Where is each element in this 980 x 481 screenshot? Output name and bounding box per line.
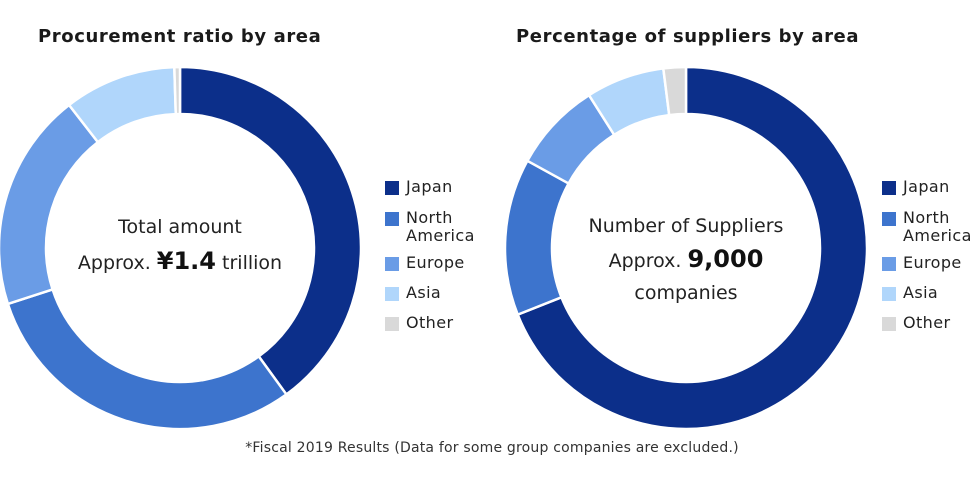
procurement-center-label: Total amount Approx. ¥1.4 trillion	[40, 212, 320, 281]
suppliers-donut-chart	[503, 65, 869, 431]
total-amount-value: ¥1.4	[156, 247, 216, 276]
legend-label-other: Other	[406, 313, 454, 332]
total-amount-unit: trillion	[222, 252, 283, 275]
legend-swatch-north-america	[385, 212, 399, 226]
approx-prefix: Approx.	[608, 250, 682, 273]
legend-label-other: Other	[903, 313, 951, 332]
supplier-count-label: Number of Suppliers	[588, 215, 784, 237]
footnote: *Fiscal 2019 Results (Data for some grou…	[245, 440, 739, 456]
slice-other	[173, 65, 182, 116]
slice-north-america	[6, 287, 289, 431]
legend-swatch-asia	[882, 287, 896, 301]
legend-label-japan: Japan	[406, 177, 453, 196]
legend-label-north-america: North America	[903, 208, 972, 245]
legend-label-europe: Europe	[406, 253, 465, 272]
legend-label-north-america: North America	[406, 208, 475, 245]
supplier-count-value-line: Approx. 9,000	[546, 241, 826, 278]
slice-japan	[178, 65, 363, 397]
legend-swatch-japan	[385, 181, 399, 195]
supplier-count-unit: companies	[634, 281, 738, 304]
legend-swatch-other	[385, 317, 399, 331]
supplier-count-value: 9,000	[687, 245, 764, 274]
suppliers-chart-title: Percentage of suppliers by area	[516, 26, 860, 47]
procurement-chart-title: Procurement ratio by area	[38, 26, 322, 47]
suppliers-center-label: Number of Suppliers Approx. 9,000 compan…	[546, 212, 826, 308]
legend-swatch-north-america	[882, 212, 896, 226]
legend-swatch-asia	[385, 287, 399, 301]
legend-label-japan: Japan	[903, 177, 950, 196]
slice-other	[661, 65, 688, 117]
approx-prefix: Approx.	[77, 252, 151, 275]
legend-swatch-other	[882, 317, 896, 331]
legend-swatch-europe	[385, 257, 399, 271]
slice-japan	[516, 65, 869, 431]
total-amount-value-line: Approx. ¥1.4 trillion	[40, 242, 320, 280]
legend-label-europe: Europe	[903, 253, 962, 272]
legend-label-asia: Asia	[406, 283, 442, 302]
procurement-donut-chart	[0, 65, 363, 431]
total-amount-label: Total amount	[118, 216, 242, 238]
legend-label-asia: Asia	[903, 283, 939, 302]
legend-swatch-japan	[882, 181, 896, 195]
legend-swatch-europe	[882, 257, 896, 271]
